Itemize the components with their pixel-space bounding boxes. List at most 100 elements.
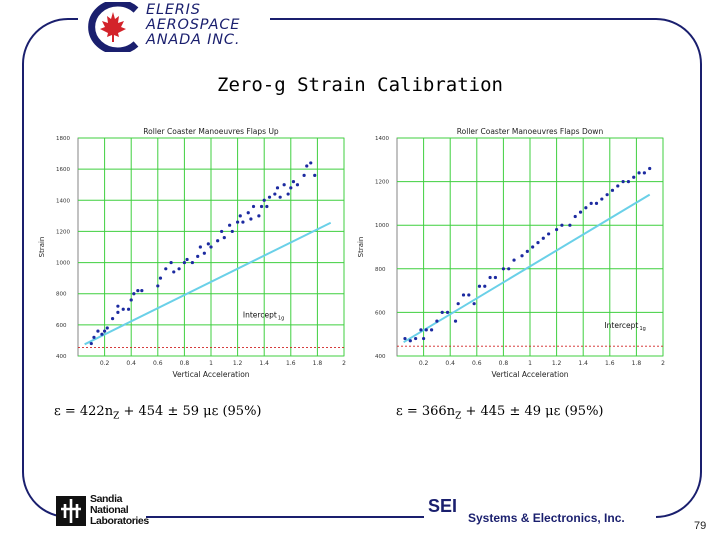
- data-point: [637, 171, 641, 175]
- data-point: [126, 307, 131, 311]
- data-point: [286, 192, 290, 196]
- x-tick-label: 1.2: [233, 360, 243, 367]
- company-logo-c-mark: [88, 2, 139, 52]
- data-point: [275, 186, 280, 190]
- y-tick-label: 1400: [375, 136, 389, 142]
- x-tick-label: 0.8: [499, 360, 509, 367]
- y-tick-label: 1000: [375, 223, 389, 229]
- data-point: [610, 188, 615, 192]
- x-axis-label: Vertical Acceleration: [491, 370, 568, 379]
- data-point: [440, 310, 444, 314]
- data-point: [313, 173, 317, 177]
- data-point: [493, 275, 498, 280]
- data-point: [472, 302, 476, 306]
- data-point: [536, 241, 540, 245]
- data-point: [467, 293, 471, 297]
- slide-title: Zero-g Strain Calibration: [217, 74, 503, 96]
- logo-line-1: ELERIS: [146, 2, 201, 18]
- data-point: [512, 258, 516, 262]
- data-point: [209, 245, 213, 249]
- fit-line: [403, 193, 651, 344]
- data-point: [483, 284, 487, 288]
- company-logo-text: ELERIS AEROSPACE ANADA INC.: [146, 3, 276, 48]
- data-point: [488, 275, 492, 280]
- data-point: [206, 242, 210, 246]
- data-point: [220, 229, 224, 234]
- data-point: [262, 198, 266, 202]
- data-point: [456, 302, 460, 306]
- data-point: [477, 284, 482, 288]
- x-tick-label: 0.8: [180, 360, 190, 367]
- y-tick-label: 1400: [56, 198, 70, 204]
- y-tick-label: 600: [375, 310, 386, 316]
- data-point: [584, 206, 588, 210]
- data-point: [177, 267, 181, 271]
- data-point: [520, 254, 524, 258]
- data-point: [267, 195, 272, 199]
- intercept-annotation: Intercept: [243, 311, 277, 320]
- intercept-annotation-subscript: 1g: [278, 316, 284, 322]
- chart-flaps-down: Roller Coaster Manoeuvres Flaps Down 0.2 0…: [357, 127, 665, 379]
- data-point: [626, 180, 631, 184]
- y-axis-label: Strain: [357, 237, 365, 258]
- x-tick-label: 1: [209, 360, 213, 367]
- data-point: [136, 289, 140, 293]
- y-tick-label: 400: [56, 354, 67, 360]
- data-point: [589, 201, 593, 205]
- data-point: [230, 229, 234, 234]
- sei-company-name: Systems & Electronics, Inc.: [468, 511, 625, 525]
- chart-title: Roller Coaster Manoeuvres Flaps Up: [143, 127, 279, 136]
- x-tick-label: 0.6: [153, 360, 163, 367]
- slide-frame: [22, 18, 702, 518]
- x-tick-label: 1.4: [259, 360, 269, 367]
- data-point: [190, 260, 194, 265]
- data-point: [92, 335, 96, 339]
- data-point: [531, 245, 535, 249]
- equation-flaps-up: ε = 422nZ + 454 ± 59 με (95%): [54, 404, 262, 422]
- data-point: [507, 267, 511, 271]
- data-point: [648, 166, 652, 171]
- x-tick-label: 0.4: [126, 360, 136, 367]
- data-point: [642, 171, 646, 175]
- data-point: [158, 276, 163, 280]
- data-point: [309, 161, 313, 165]
- data-point: [169, 260, 173, 265]
- x-tick-label: 1.8: [632, 360, 642, 367]
- data-point: [578, 210, 583, 214]
- data-point: [525, 249, 529, 253]
- data-point: [129, 298, 133, 302]
- y-axis-label: Strain: [38, 237, 46, 258]
- x-tick-label: 0.2: [419, 360, 429, 367]
- data-point: [305, 164, 309, 168]
- data-point: [429, 328, 434, 332]
- data-point: [632, 175, 636, 179]
- data-point: [198, 245, 202, 249]
- x-axis-label: Vertical Acceleration: [172, 370, 249, 379]
- data-point: [445, 310, 450, 314]
- data-point: [259, 204, 264, 209]
- data-point: [182, 260, 186, 265]
- data-point: [568, 223, 572, 227]
- data-point: [414, 336, 418, 341]
- y-tick-label: 600: [56, 323, 67, 329]
- data-point: [116, 304, 120, 308]
- sandia-line-1: Sandia: [90, 493, 123, 505]
- chart-flaps-up: Roller Coaster Manoeuvres Flaps Up 0.2 0.4…: [38, 127, 346, 379]
- data-point: [185, 257, 189, 262]
- data-point: [424, 328, 428, 332]
- data-point: [251, 204, 256, 209]
- data-point: [435, 319, 439, 323]
- x-tick-label: 0.4: [445, 360, 455, 367]
- data-point: [282, 183, 286, 187]
- x-tick-label: 0.2: [100, 360, 110, 367]
- data-point: [246, 211, 250, 215]
- y-tick-label: 1800: [56, 136, 70, 142]
- data-point: [196, 254, 200, 258]
- data-point: [289, 186, 293, 190]
- data-point: [216, 239, 220, 243]
- sandia-line-3: Laboratories: [90, 515, 149, 527]
- data-point: [560, 223, 564, 227]
- data-point: [273, 192, 277, 196]
- data-point: [156, 284, 160, 288]
- sandia-logo: Sandia National Laboratories: [56, 493, 149, 530]
